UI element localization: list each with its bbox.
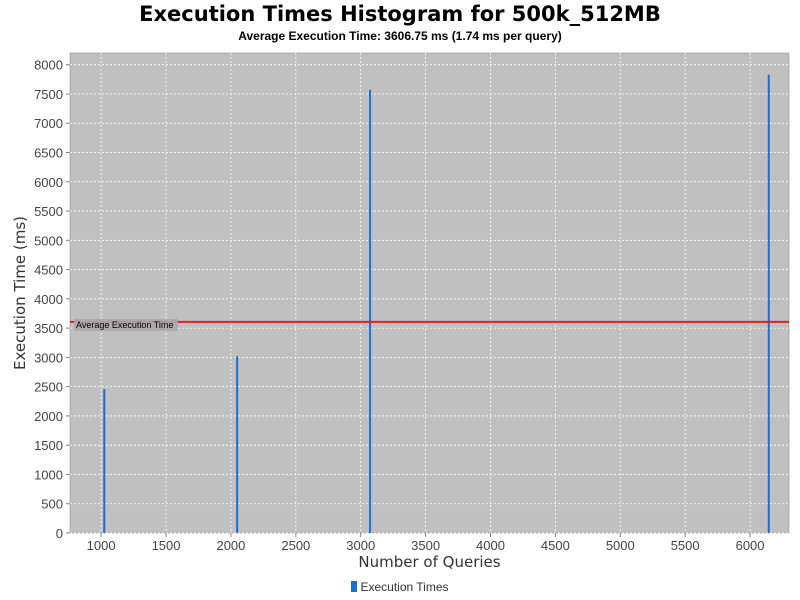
x-axis-title: Number of Queries	[358, 553, 500, 571]
y-tick-label: 5500	[34, 204, 63, 219]
x-tick-label: 6000	[736, 538, 765, 553]
bar	[369, 89, 372, 533]
grid-lines	[70, 53, 789, 534]
x-axis: 1000 1500 2000 2500 3000 3500 4000 4500 5000 5500…	[87, 533, 765, 553]
x-tick-label: 3500	[411, 538, 440, 553]
bar	[767, 74, 770, 533]
y-tick-label: 4000	[34, 292, 63, 307]
y-tick-label: 6000	[34, 175, 63, 190]
x-tick-label: 1500	[152, 538, 181, 553]
y-tick-label: 7000	[34, 116, 63, 131]
y-tick-label: 2000	[34, 409, 63, 424]
y-axis-title: Execution Time (ms)	[11, 216, 29, 370]
average-label-background	[74, 318, 178, 331]
legend-label: Execution Times	[360, 580, 449, 594]
y-tick-label: 1000	[34, 467, 63, 482]
x-tick-label: 3000	[346, 538, 375, 553]
x-tick-label: 2500	[281, 538, 310, 553]
y-tick-label: 6500	[34, 146, 63, 161]
x-tick-label: 1000	[87, 538, 116, 553]
legend: Execution Times	[0, 580, 800, 594]
y-tick-label: 500	[41, 497, 63, 512]
y-tick-label: 0	[56, 526, 63, 541]
y-tick-label: 3000	[34, 350, 63, 365]
bar	[236, 356, 239, 533]
average-line-label: Average Execution Time	[76, 320, 173, 330]
y-tick-label: 8000	[34, 58, 63, 73]
y-tick-label: 1500	[34, 438, 63, 453]
y-tick-label: 7500	[34, 87, 63, 102]
chart-title: Execution Times Histogram for 500k_512MB	[139, 2, 661, 26]
chart-subtitle: Average Execution Time: 3606.75 ms (1.74…	[238, 29, 562, 43]
x-tick-label: 4000	[476, 538, 505, 553]
x-tick-label: 4500	[541, 538, 570, 553]
plot-area	[69, 52, 790, 534]
bar	[103, 389, 106, 533]
y-tick-label: 4500	[34, 263, 63, 278]
bars	[103, 74, 770, 533]
x-tick-label: 5000	[606, 538, 635, 553]
legend-swatch	[351, 581, 358, 592]
y-tick-label: 2500	[34, 380, 63, 395]
x-tick-label: 2000	[216, 538, 245, 553]
y-tick-label: 3500	[34, 321, 63, 336]
average-reference: Average Execution Time	[70, 318, 789, 331]
y-axis: 0 500 1000 1500 2000 2500 3000 3500 4000 4500 5000…	[34, 58, 70, 541]
y-tick-label: 5000	[34, 233, 63, 248]
x-tick-label: 5500	[671, 538, 700, 553]
